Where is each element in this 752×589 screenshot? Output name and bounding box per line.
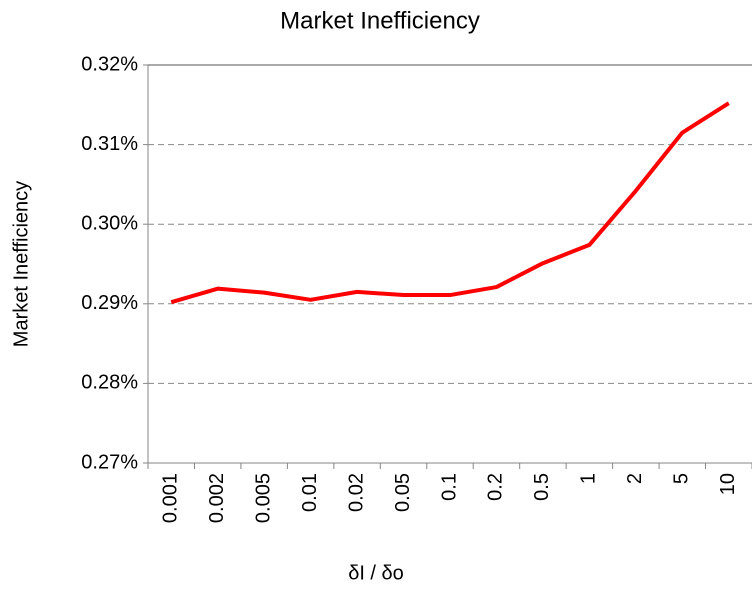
x-axis-title: δI / δo	[348, 562, 404, 584]
x-tick-label: 10	[717, 473, 739, 495]
y-tick-label: 0.32%	[81, 53, 138, 75]
y-axis-title: Market Inefficiency	[10, 181, 32, 347]
y-tick-label: 0.29%	[81, 292, 138, 314]
x-tick-label: 0.02	[345, 473, 367, 512]
x-tick-label: 0.2	[485, 473, 507, 501]
x-tick-label: 0.001	[160, 473, 182, 523]
x-tick-label: 0.002	[206, 473, 228, 523]
x-tick-label: 1	[578, 473, 600, 484]
y-tick-label: 0.28%	[81, 372, 138, 394]
x-tick-label: 0.5	[531, 473, 553, 501]
x-tick-label: 0.05	[392, 473, 414, 512]
data-line	[170, 101, 730, 305]
y-tick-label: 0.27%	[81, 451, 138, 473]
x-tick-label: 0.005	[252, 473, 274, 523]
x-tick-label: 5	[671, 473, 693, 484]
x-tick-label: 2	[624, 473, 646, 484]
y-tick-label: 0.31%	[81, 133, 138, 155]
x-tick-label: 0.01	[299, 473, 321, 512]
chart-title: Market Inefficiency	[280, 7, 480, 34]
y-tick-label: 0.30%	[81, 212, 138, 234]
x-tick-label: 0.1	[438, 473, 460, 501]
